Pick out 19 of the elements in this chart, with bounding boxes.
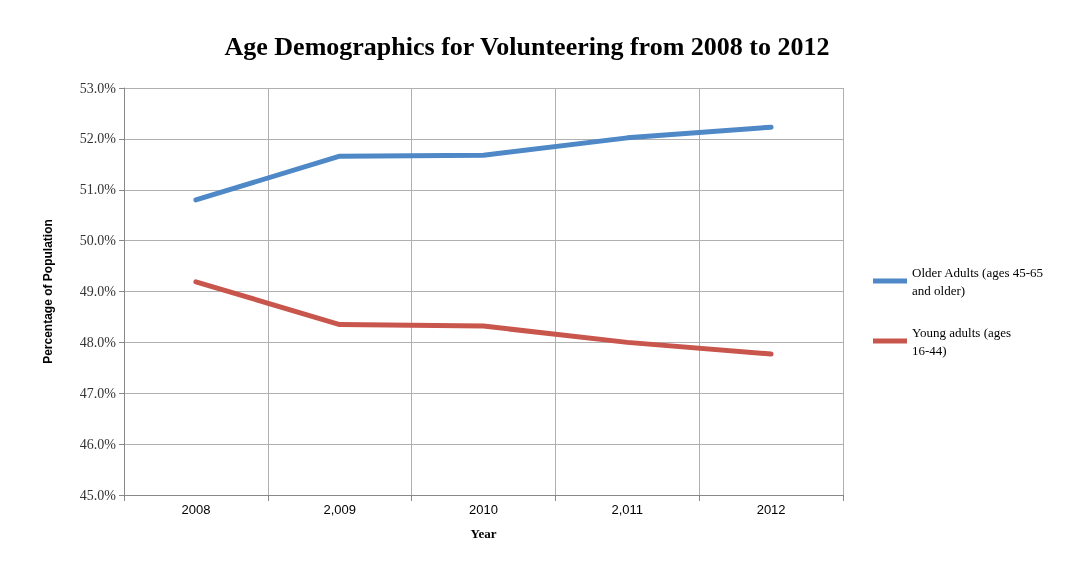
x-tick-label: 2008 xyxy=(181,502,211,517)
x-axis-title: Year xyxy=(470,526,497,541)
y-tick-label: 52.0% xyxy=(79,131,117,147)
x-tick-label: 2,009 xyxy=(323,502,356,517)
y-tick-label: 50.0% xyxy=(79,233,117,249)
y-tick-label: 48.0% xyxy=(79,334,117,350)
y-axis-title: Percentage of Population xyxy=(41,219,55,364)
y-tick-label: 45.0% xyxy=(79,487,117,503)
y-tick-label: 47.0% xyxy=(79,385,117,401)
x-tick-label: 2010 xyxy=(469,502,498,517)
x-tick-label: 2012 xyxy=(756,502,786,517)
y-tick-label: 49.0% xyxy=(79,284,117,299)
y-tick-label: 53.0% xyxy=(79,80,117,96)
y-tick-label: 46.0% xyxy=(79,436,117,452)
y-tick-label: 51.0% xyxy=(79,182,117,198)
x-tick-label: 2,011 xyxy=(611,502,644,517)
chart-title: Age Demographics for Volunteering from 2008 to 2012 xyxy=(224,31,830,61)
legend-label: Young adults (ages 16-44) xyxy=(912,324,1012,358)
legend-label: Older Adults (ages 45-65 and older) xyxy=(912,264,1044,298)
